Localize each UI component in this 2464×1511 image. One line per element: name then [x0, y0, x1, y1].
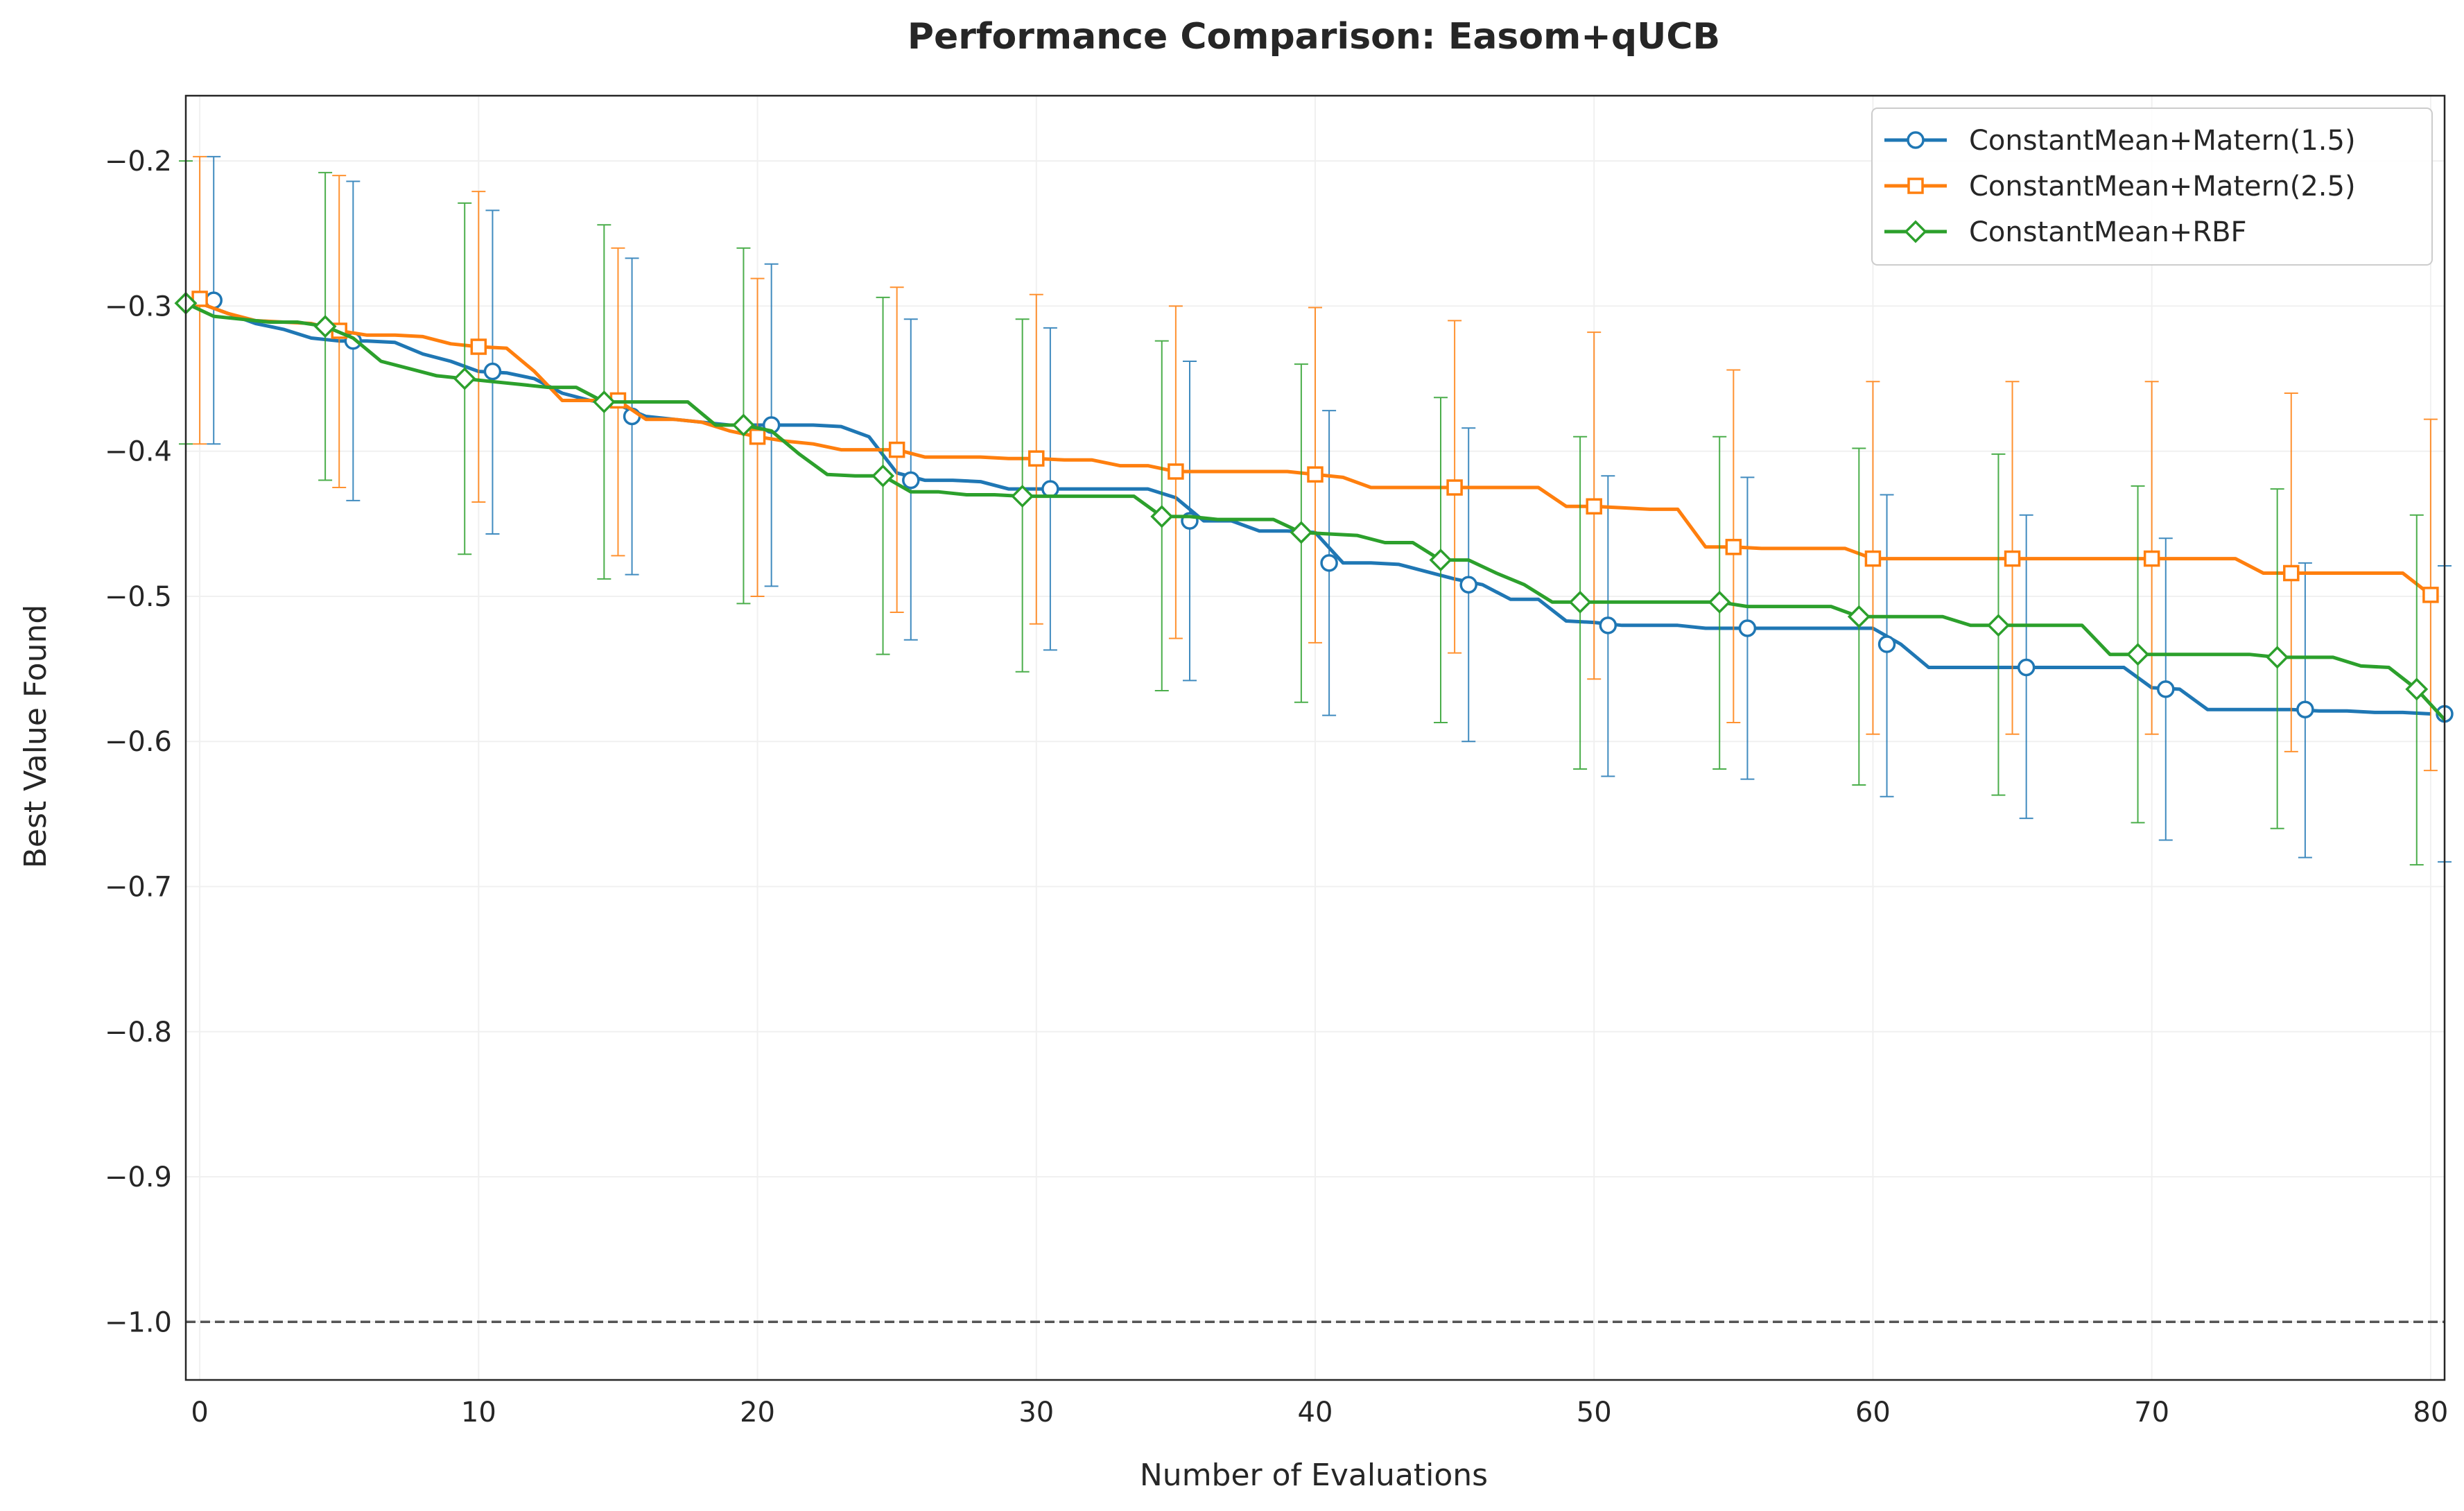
legend-marker	[1907, 178, 1924, 194]
data-point	[1168, 463, 1184, 480]
y-tick-label: −0.5	[105, 581, 172, 613]
data-point	[749, 429, 766, 445]
y-axis-label: Best Value Found	[18, 605, 53, 869]
x-tick-label: 20	[740, 1397, 775, 1428]
x-tick-label: 70	[2134, 1397, 2169, 1428]
legend-marker	[1907, 131, 1925, 149]
legend-entry: ConstantMean+RBF	[1884, 216, 2247, 248]
data-point	[1320, 554, 1338, 572]
data-point	[731, 413, 755, 437]
legend-marker	[1904, 220, 1927, 243]
data-point	[902, 471, 920, 490]
chart-title: Performance Comparison: Easom+qUCB	[908, 16, 1720, 58]
data-point	[1725, 539, 1742, 555]
series-line	[184, 301, 2446, 721]
data-point	[1738, 619, 1757, 637]
error-bars	[193, 155, 2438, 772]
data-point	[1041, 480, 1059, 498]
y-tick-label: −1.0	[105, 1306, 172, 1338]
data-point	[1459, 576, 1477, 594]
data-point	[592, 390, 616, 414]
y-tick-label: −0.3	[105, 291, 172, 322]
x-tick-label: 50	[1577, 1397, 1612, 1428]
data-point	[1586, 498, 1602, 515]
data-point	[1708, 590, 1731, 614]
legend-label: ConstantMean+Matern(1.5)	[1969, 125, 2356, 157]
data-point	[1307, 466, 1324, 483]
data-point	[453, 367, 476, 390]
data-point	[2422, 587, 2439, 603]
data-point	[483, 362, 502, 381]
data-point	[1864, 550, 1882, 567]
x-tick-label: 10	[461, 1397, 496, 1428]
data-point	[2405, 677, 2429, 701]
x-tick-label: 80	[2413, 1397, 2448, 1428]
data-point	[2296, 700, 2314, 718]
axes-frame	[184, 94, 2446, 1381]
data-point	[2004, 550, 2021, 567]
plot-area	[174, 94, 2454, 1381]
data-point	[2283, 564, 2300, 582]
data-point	[2143, 550, 2160, 567]
data-point	[1877, 635, 1896, 653]
data-point	[1847, 605, 1871, 628]
y-tick-label: −0.6	[105, 726, 172, 758]
data-point	[1150, 505, 1174, 528]
legend-label: ConstantMean+Matern(2.5)	[1969, 171, 2356, 202]
legend-box	[1871, 107, 2433, 266]
y-tick-label: −0.8	[105, 1017, 172, 1048]
legend-label: ConstantMean+RBF	[1969, 216, 2247, 248]
x-tick-label: 0	[191, 1397, 208, 1428]
data-point	[2126, 643, 2150, 666]
data-point	[313, 315, 337, 338]
x-axis-label: Number of Evaluations	[1140, 1458, 1488, 1493]
x-tick-label: 30	[1018, 1397, 1054, 1428]
data-point	[1028, 450, 1045, 467]
data-point	[1011, 485, 1034, 508]
data-point	[1446, 479, 1463, 496]
data-point	[2157, 680, 2175, 698]
data-point	[1429, 549, 1452, 572]
x-tick-label: 40	[1298, 1397, 1333, 1428]
y-tick-label: −0.9	[105, 1162, 172, 1193]
data-point	[1599, 616, 1617, 634]
data-point	[871, 464, 895, 487]
legend: ConstantMean+Matern(1.5) ConstantMean+Mat…	[1871, 107, 2433, 266]
data-point	[888, 441, 905, 458]
data-point	[2266, 646, 2289, 669]
data-point	[1986, 614, 2010, 637]
y-tick-label: −0.2	[105, 146, 172, 178]
data-point	[1568, 590, 1592, 614]
data-point	[1290, 521, 1313, 544]
x-axis-ticks: 0 10 20 30 40 50 60 70 80	[191, 1397, 2448, 1428]
y-tick-label: −0.7	[105, 871, 172, 903]
data-point	[2017, 658, 2036, 677]
data-point	[470, 338, 487, 355]
y-axis-ticks: −1.0 −0.9 −0.8 −0.7 −0.6 −0.5 −0.4 −0.3 −0.2	[105, 146, 172, 1338]
x-tick-label: 60	[1855, 1397, 1891, 1428]
legend-entry: ConstantMean+Matern(1.5)	[1884, 125, 2356, 157]
legend-entry: ConstantMean+Matern(2.5)	[1884, 171, 2356, 202]
y-tick-label: −0.4	[105, 436, 172, 468]
